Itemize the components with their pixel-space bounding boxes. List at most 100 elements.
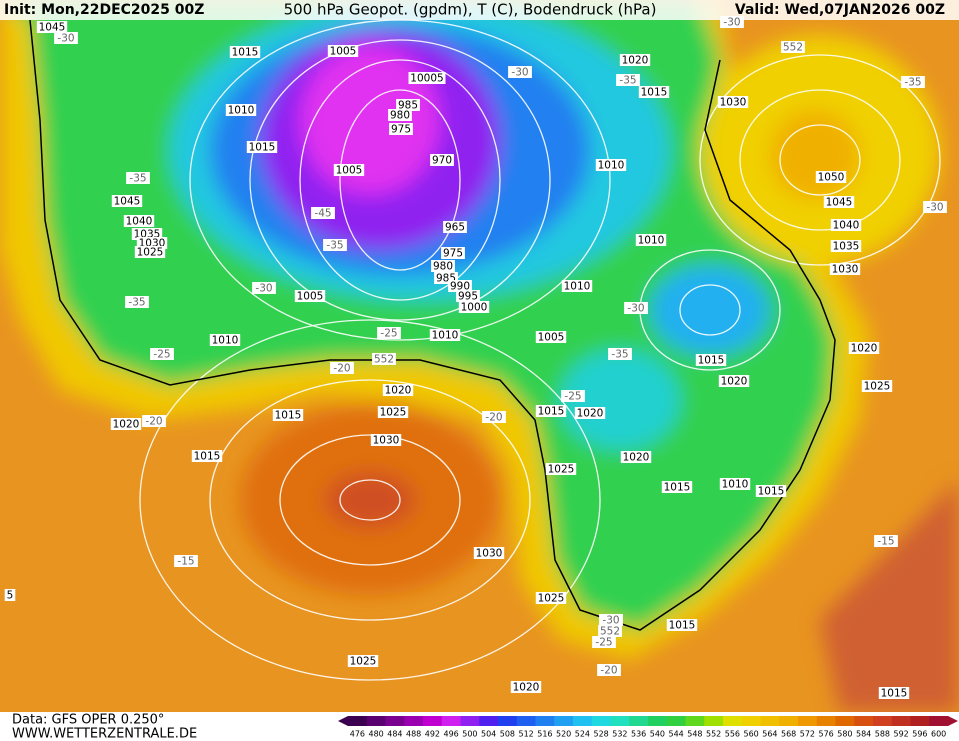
pressure-label: 1015 bbox=[664, 482, 691, 494]
colorbar-cell bbox=[910, 716, 930, 726]
pressure-label: 5 bbox=[7, 590, 14, 602]
label-box bbox=[347, 655, 379, 667]
label-box bbox=[861, 380, 893, 392]
temperature-label: -25 bbox=[595, 637, 612, 649]
temperature-label: -30 bbox=[926, 202, 943, 214]
label-box bbox=[695, 354, 727, 366]
label-box bbox=[246, 141, 278, 153]
label-box bbox=[456, 290, 480, 302]
pressure-label: 1015 bbox=[641, 87, 668, 99]
map-title: 500 hPa Geopot. (gpdm), T (C), Bodendruc… bbox=[284, 1, 657, 19]
colorbar-label: 556 bbox=[725, 730, 740, 739]
label-box bbox=[535, 405, 567, 417]
label-box bbox=[333, 164, 365, 176]
pressure-label: 1010 bbox=[432, 330, 459, 342]
colorbar-cell bbox=[573, 716, 593, 726]
label-box bbox=[174, 555, 198, 567]
label-box bbox=[848, 342, 880, 354]
label-box bbox=[191, 450, 223, 462]
temperature-label: -35 bbox=[619, 75, 636, 87]
label-box bbox=[443, 221, 467, 233]
label-box bbox=[595, 159, 627, 171]
label-box bbox=[396, 99, 420, 111]
label-box bbox=[54, 32, 78, 44]
pressure-label: 1020 bbox=[622, 55, 649, 67]
pressure-label: 1030 bbox=[832, 264, 859, 276]
colorbar-cell bbox=[591, 716, 611, 726]
colorbar-label: 484 bbox=[387, 730, 402, 739]
label-box bbox=[561, 280, 593, 292]
colorbar-label: 564 bbox=[762, 730, 777, 739]
label-box bbox=[535, 592, 567, 604]
temperature-label: -30 bbox=[602, 615, 619, 627]
pressure-label: 990 bbox=[450, 281, 470, 293]
label-box bbox=[901, 76, 925, 88]
label-box bbox=[574, 407, 606, 419]
label-box bbox=[429, 329, 461, 341]
pressure-label: 1025 bbox=[548, 464, 575, 476]
label-box bbox=[111, 195, 143, 207]
background-field bbox=[0, 0, 959, 712]
colorbar-label: 512 bbox=[518, 730, 533, 739]
temperature-label: -30 bbox=[255, 283, 272, 295]
label-box bbox=[597, 664, 621, 676]
label-box bbox=[382, 384, 414, 396]
pressure-label: 1010 bbox=[722, 479, 749, 491]
website: WWW.WETTERZENTRALE.DE bbox=[12, 727, 197, 741]
valid-time: Valid: Wed,07JAN2026 00Z bbox=[735, 2, 945, 18]
label-box bbox=[458, 301, 490, 313]
label-box bbox=[608, 348, 632, 360]
colorbar-label: 560 bbox=[743, 730, 758, 739]
label-box bbox=[666, 619, 698, 631]
colorbar-label: 524 bbox=[575, 730, 590, 739]
label-box bbox=[619, 54, 651, 66]
label-box bbox=[561, 390, 585, 402]
colorbar-cell bbox=[704, 716, 724, 726]
colorbar-label: 488 bbox=[406, 730, 421, 739]
pressure-label: 1025 bbox=[864, 381, 891, 393]
colorbar-label: 596 bbox=[912, 730, 927, 739]
label-box bbox=[126, 172, 150, 184]
colorbar-cell bbox=[666, 716, 686, 726]
pressure-label: 1020 bbox=[851, 343, 878, 355]
colorbar-cell bbox=[423, 716, 443, 726]
label-box bbox=[110, 418, 142, 430]
colorbar-label: 548 bbox=[687, 730, 702, 739]
pressure-label: 970 bbox=[432, 155, 452, 167]
pressure-label: 1020 bbox=[577, 408, 604, 420]
label-box bbox=[508, 66, 532, 78]
temperature-label: -20 bbox=[145, 416, 162, 428]
colorbar-cell bbox=[385, 716, 405, 726]
pressure-label: 1025 bbox=[137, 247, 164, 259]
label-box bbox=[150, 348, 174, 360]
temperature-label: -35 bbox=[904, 77, 921, 89]
colorbar-cell bbox=[873, 716, 893, 726]
label-box bbox=[755, 485, 787, 497]
label-box bbox=[134, 246, 166, 258]
label-box bbox=[923, 201, 947, 213]
colorbar-cell bbox=[479, 716, 499, 726]
label-box bbox=[323, 239, 347, 251]
pressure-label: 1010 bbox=[212, 335, 239, 347]
temperature-label: -35 bbox=[129, 173, 146, 185]
colorbar-label: 572 bbox=[800, 730, 815, 739]
colorbar-label: 544 bbox=[668, 730, 683, 739]
pressure-label: 1010 bbox=[228, 105, 255, 117]
label-box bbox=[377, 327, 401, 339]
label-box bbox=[441, 247, 465, 259]
pressure-label: 1010 bbox=[564, 281, 591, 293]
colorbar-cell bbox=[554, 716, 574, 726]
pressure-label: 975 bbox=[391, 124, 411, 136]
temperature-label: -35 bbox=[326, 240, 343, 252]
colorbar-cell bbox=[723, 716, 743, 726]
temperature-label: -20 bbox=[333, 363, 350, 375]
colorbar-cell bbox=[685, 716, 705, 726]
label-box bbox=[718, 375, 750, 387]
colorbar-cell bbox=[610, 716, 630, 726]
colorbar-label: 476 bbox=[350, 730, 365, 739]
label-box bbox=[252, 282, 276, 294]
colorbar-cell bbox=[366, 716, 386, 726]
temperature-label: 552 bbox=[600, 626, 620, 638]
